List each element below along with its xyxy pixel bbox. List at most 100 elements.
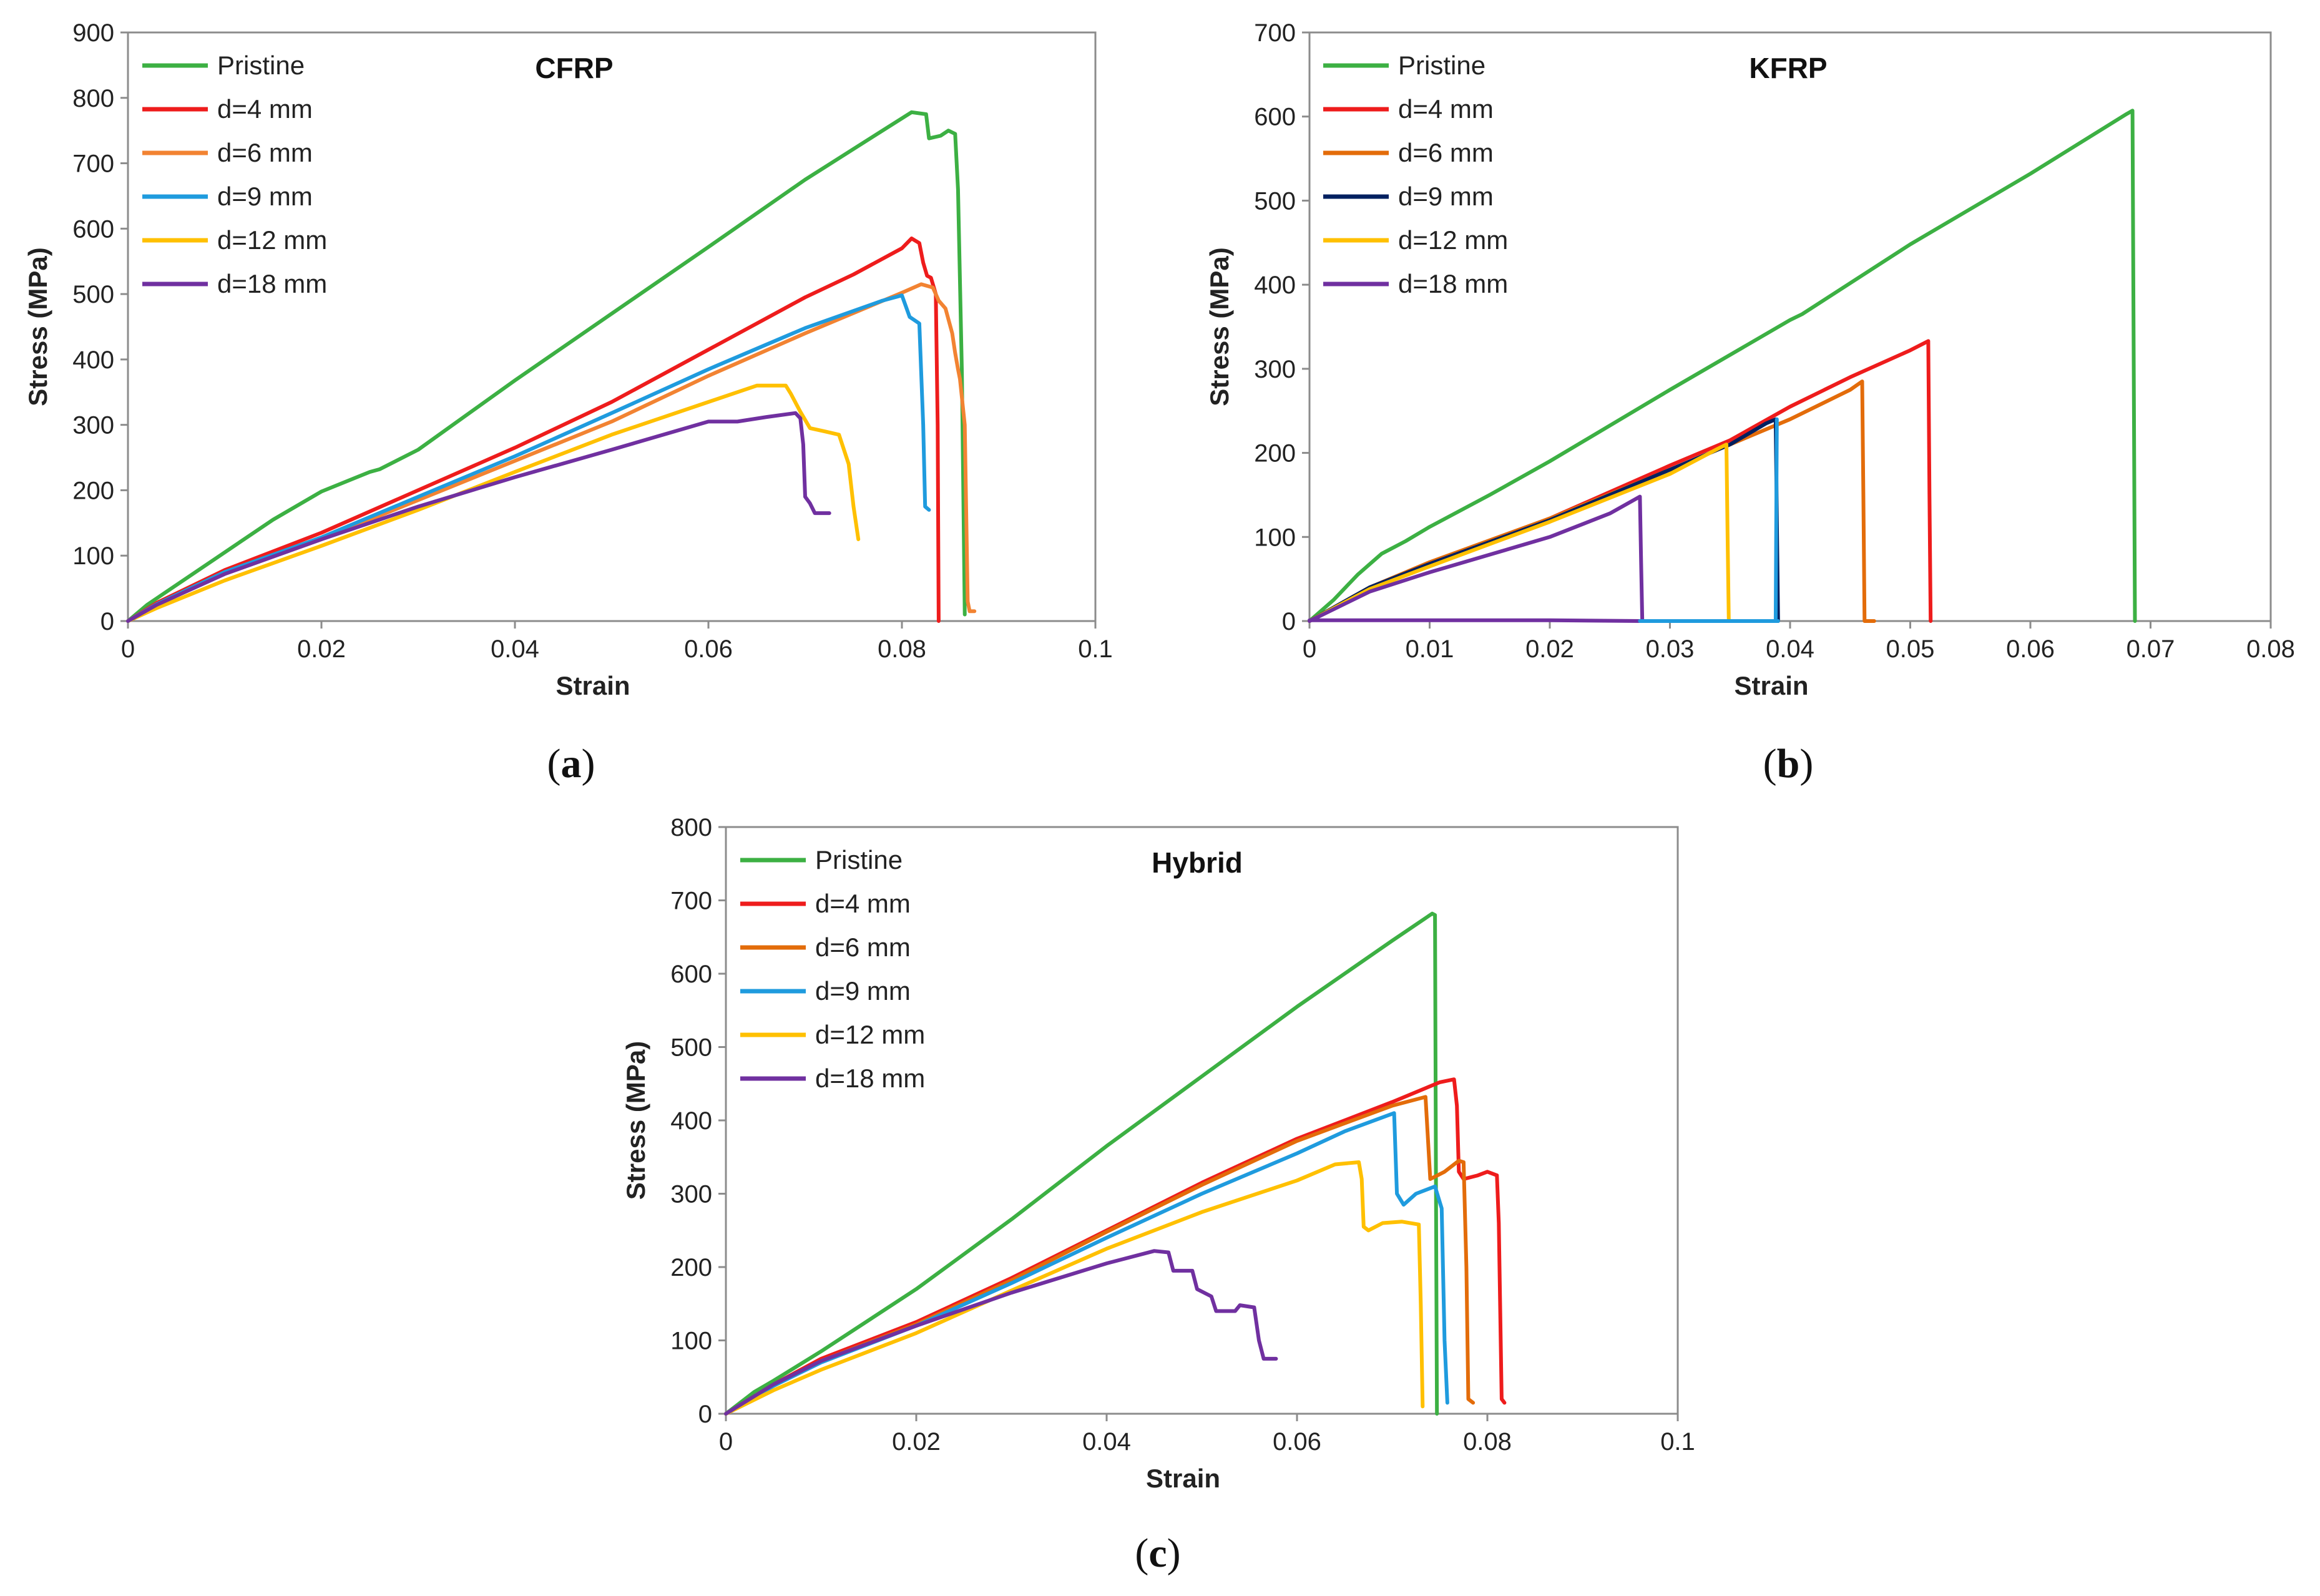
- legend-entry: Pristine: [815, 845, 903, 874]
- legend-entry: d=6 mm: [217, 138, 313, 167]
- x-tick-label: 0.02: [1525, 635, 1574, 663]
- series-line-d-12-mm: [724, 1160, 1425, 1416]
- x-axis-title: Strain: [1146, 1464, 1220, 1493]
- x-tick-label: 0.04: [1082, 1428, 1131, 1456]
- y-tick-label: 500: [72, 281, 114, 308]
- x-tick-label: 0.08: [1463, 1428, 1512, 1456]
- panel-label-close: ): [582, 741, 595, 786]
- series-line-d-6-mm: [126, 282, 977, 623]
- panel-label-letter: b: [1777, 741, 1800, 786]
- plot-frame: [127, 31, 1097, 622]
- legend-entry: d=4 mm: [217, 94, 313, 124]
- legend-entry: d=6 mm: [1398, 138, 1494, 167]
- panel-label-open: (: [547, 741, 561, 786]
- legend-entry: Pristine: [1398, 51, 1485, 80]
- legend-entry: d=12 mm: [1398, 225, 1508, 255]
- series-line-d-4-mm: [724, 1077, 1507, 1416]
- y-tick-label: 0: [100, 608, 114, 635]
- y-tick-label: 500: [1254, 187, 1296, 215]
- legend-entry: d=4 mm: [815, 889, 911, 918]
- x-tick-label: 0.06: [1273, 1428, 1321, 1456]
- x-tick-label: 0.01: [1406, 635, 1454, 663]
- y-tick-label: 300: [1254, 356, 1296, 383]
- x-tick-label: 0.02: [297, 635, 346, 663]
- y-tick-label: 100: [72, 542, 114, 570]
- chart-title: Hybrid: [1152, 846, 1243, 879]
- y-tick-label: 300: [72, 412, 114, 439]
- y-tick-label: 300: [670, 1181, 712, 1208]
- x-tick-label: 0.07: [2127, 635, 2175, 663]
- panel-label: (c): [1135, 1530, 1180, 1576]
- y-tick-label: 800: [670, 814, 712, 841]
- chart-title: CFRP: [535, 52, 613, 84]
- x-tick-label: 0.04: [491, 635, 539, 663]
- legend-entry: d=12 mm: [217, 225, 327, 255]
- x-tick-label: 0.03: [1646, 635, 1695, 663]
- series-line-d-12-mm: [1308, 443, 1731, 623]
- y-tick-label: 900: [72, 19, 114, 47]
- x-axis-title: Strain: [1734, 671, 1808, 700]
- x-tick-label: 0.08: [878, 635, 926, 663]
- legend-entry: d=18 mm: [815, 1064, 925, 1093]
- y-tick-label: 700: [1254, 19, 1296, 47]
- x-tick-label: 0.02: [892, 1428, 941, 1456]
- series-line-d-12-mm: [126, 383, 861, 623]
- series-line-pristine: [724, 911, 1439, 1416]
- panel-label: (a): [547, 741, 595, 786]
- x-axis-title: Strain: [556, 671, 630, 700]
- x-tick-label: 0: [121, 635, 135, 663]
- y-tick-label: 600: [1254, 104, 1296, 131]
- series-line-pristine: [126, 110, 967, 623]
- legend-entry: Pristine: [217, 51, 305, 80]
- y-axis-title: Stress (MPa): [621, 1041, 650, 1200]
- panel-label-open: (: [1763, 741, 1777, 786]
- y-tick-label: 0: [698, 1401, 712, 1428]
- series-line-d-18-mm: [126, 411, 831, 623]
- x-tick-label: 0.08: [2246, 635, 2295, 663]
- legend-entry: d=4 mm: [1398, 94, 1494, 124]
- panel-label-letter: a: [561, 741, 582, 786]
- legend-entry: d=9 mm: [815, 976, 911, 1006]
- legend-entry: d=18 mm: [217, 269, 327, 298]
- chart-title: KFRP: [1749, 52, 1827, 84]
- legend-entry: d=6 mm: [815, 933, 911, 962]
- y-tick-label: 600: [72, 215, 114, 243]
- legend-entry: d=9 mm: [217, 182, 313, 211]
- y-tick-label: 700: [670, 888, 712, 915]
- x-tick-label: 0.05: [1886, 635, 1935, 663]
- y-tick-label: 200: [670, 1254, 712, 1281]
- y-tick-label: 0: [1282, 608, 1296, 635]
- y-tick-label: 600: [670, 961, 712, 988]
- charts-root: 0 100 200 300 400 500 600 700 800 900 0 0.02 0.04 0.0…: [23, 19, 2295, 1576]
- x-tick-label: 0: [719, 1428, 733, 1456]
- y-tick-label: 200: [1254, 440, 1296, 468]
- y-axis-title: Stress (MPa): [1205, 247, 1234, 406]
- series-line-d-18-mm: [724, 1249, 1278, 1416]
- panel-label-close: ): [1799, 741, 1813, 786]
- chart-cfrp: 0 100 200 300 400 500 600 700 800 900 0 0.02 0.04 0.0…: [23, 19, 1113, 786]
- y-tick-label: 400: [1254, 272, 1296, 299]
- legend-entry: d=12 mm: [815, 1020, 925, 1049]
- series-line-d-9-mm-blue-: [1638, 417, 1780, 623]
- y-tick-label: 100: [670, 1328, 712, 1355]
- series-line-pristine: [1308, 109, 2137, 623]
- panel-label-close: ): [1167, 1530, 1181, 1576]
- x-tick-label: 0.1: [1078, 635, 1113, 663]
- x-tick-label: 0.1: [1660, 1428, 1695, 1456]
- panel-label-letter: c: [1148, 1530, 1167, 1576]
- y-tick-label: 800: [72, 85, 114, 112]
- y-tick-label: 100: [1254, 524, 1296, 551]
- series-line-d-18-mm: [1308, 494, 1645, 623]
- x-tick-label: 0: [1303, 635, 1316, 663]
- x-tick-label: 0.06: [684, 635, 733, 663]
- y-tick-label: 500: [670, 1034, 712, 1062]
- y-tick-label: 400: [670, 1107, 712, 1135]
- y-tick-label: 400: [72, 346, 114, 374]
- panel-label: (b): [1763, 741, 1814, 786]
- y-axis-title: Stress (MPa): [23, 247, 52, 406]
- legend-entry: d=18 mm: [1398, 269, 1508, 298]
- x-tick-label: 0.04: [1766, 635, 1814, 663]
- x-tick-label: 0.06: [2006, 635, 2055, 663]
- series-line-d-4-mm: [126, 237, 941, 623]
- panel-label-open: (: [1135, 1530, 1148, 1576]
